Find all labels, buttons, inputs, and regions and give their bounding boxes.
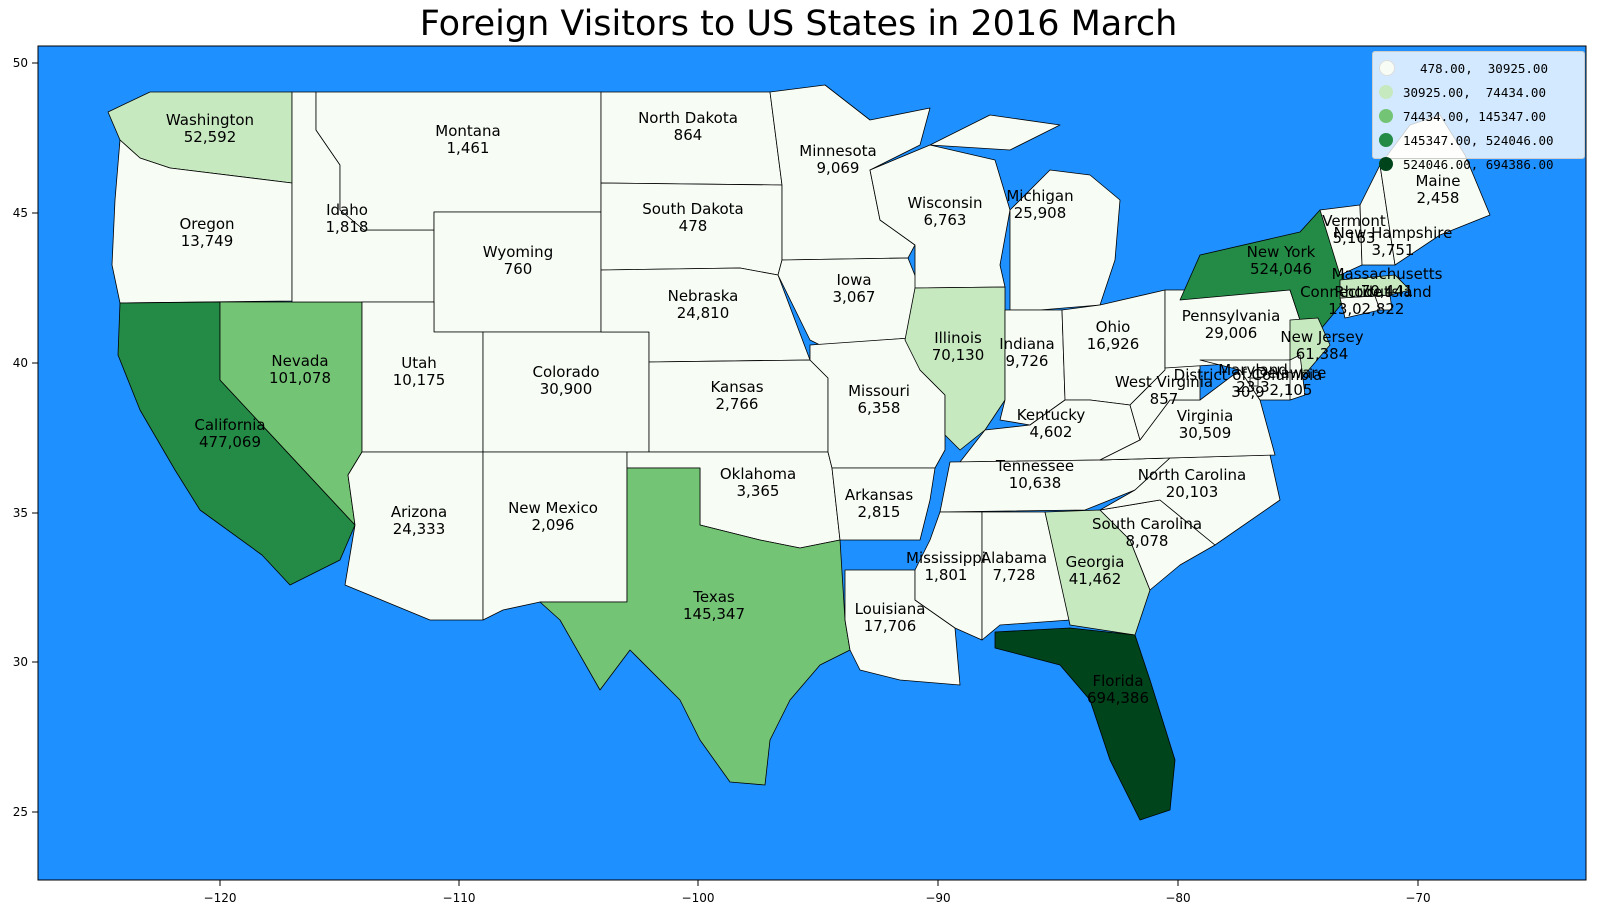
state-label-delaware: Delaware 2,105 bbox=[1256, 364, 1327, 399]
state-delaware bbox=[1289, 354, 1306, 401]
state-label-new-york: New York 524,046 bbox=[1247, 243, 1316, 278]
map-title: Foreign Visitors to US States in 2016 Ma… bbox=[419, 4, 1178, 44]
state-label-north-dakota: North Dakota 864 bbox=[638, 109, 738, 144]
legend-swatch bbox=[1379, 109, 1393, 123]
state-label-texas: Texas 145,347 bbox=[683, 588, 745, 623]
state-label-alabama: Alabama 7,728 bbox=[981, 549, 1047, 584]
y-tick-label: 35 bbox=[13, 506, 28, 520]
x-tick-label: −110 bbox=[443, 891, 476, 905]
state-label-missouri: Missouri 6,358 bbox=[848, 382, 910, 417]
y-tick-label: 40 bbox=[13, 356, 28, 370]
state-label-vermont: Vermont 5,163 bbox=[1322, 212, 1386, 247]
state-label-idaho: Idaho 1,818 bbox=[326, 201, 369, 236]
legend-swatch bbox=[1379, 60, 1395, 76]
state-florida bbox=[994, 627, 1176, 821]
state-label-oregon: Oregon 13,749 bbox=[179, 215, 234, 250]
y-tick-label: 45 bbox=[13, 206, 28, 220]
state-wisconsin bbox=[869, 144, 1011, 289]
state-label-massachusetts: Massachusetts 70,441 bbox=[1332, 265, 1443, 300]
state-new-mexico bbox=[482, 451, 628, 621]
legend-label: 524046.00, 694386.00 bbox=[1403, 156, 1554, 172]
legend-swatch bbox=[1379, 85, 1393, 99]
legend-entry: 145347.00, 524046.00 bbox=[1379, 128, 1578, 152]
state-label-rhode-island: Rhode Island 2,822 bbox=[1334, 283, 1431, 318]
state-label-indiana: Indiana 9,726 bbox=[999, 335, 1055, 370]
axis-ticks-layer: −120 −110 −100 −90 −80 −70 50 45 40 35 30 25 bbox=[13, 56, 1431, 905]
state-label-tennessee: Tennessee 10,638 bbox=[995, 457, 1074, 492]
legend: 478.00, 30925.00 30925.00, 74434.00 74434.… bbox=[1372, 51, 1585, 172]
x-tick-label: −70 bbox=[1405, 891, 1430, 905]
legend-label: 478.00, 30925.00 bbox=[1405, 60, 1548, 76]
state-label-georgia: Georgia 41,462 bbox=[1066, 553, 1125, 588]
legend-entry: 524046.00, 694386.00 bbox=[1379, 152, 1578, 176]
state-alabama bbox=[981, 511, 1071, 641]
state-label-maryland: Maryland 23,3 bbox=[1218, 361, 1288, 396]
x-tick-label: −100 bbox=[682, 891, 715, 905]
legend-label: 145347.00, 524046.00 bbox=[1403, 132, 1554, 148]
state-label-louisiana: Louisiana 17,706 bbox=[855, 600, 926, 635]
state-label-minnesota: Minnesota 9,069 bbox=[799, 142, 876, 177]
state-label-wisconsin: Wisconsin 6,763 bbox=[908, 194, 983, 229]
state-label-iowa: Iowa 3,067 bbox=[833, 271, 876, 306]
state-label-washington: Washington 52,592 bbox=[166, 111, 254, 146]
state-label-wyoming: Wyoming 760 bbox=[483, 243, 553, 278]
state-label-nevada: Nevada 101,078 bbox=[269, 352, 331, 387]
state-label-montana: Montana 1,461 bbox=[435, 122, 500, 157]
y-tick-label: 25 bbox=[13, 805, 28, 819]
state-arkansas bbox=[831, 467, 936, 541]
state-label-arkansas: Arkansas 2,815 bbox=[845, 486, 914, 521]
legend-swatch bbox=[1379, 157, 1393, 171]
state-label-district-of-columbia: District of Columbia 30,9 bbox=[1174, 366, 1323, 401]
state-labels-layer: Washington 52,592 Oregon 13,749 California 47… bbox=[166, 109, 1461, 707]
legend-swatch bbox=[1379, 133, 1393, 147]
state-north-carolina bbox=[1099, 454, 1281, 546]
legend-label: 30925.00, 74434.00 bbox=[1403, 84, 1546, 100]
state-label-south-carolina: South Carolina 8,078 bbox=[1092, 515, 1202, 550]
state-label-ohio: Ohio 16,926 bbox=[1087, 318, 1140, 353]
state-label-west-virginia: West Virginia 857 bbox=[1115, 373, 1213, 408]
x-tick-label: −90 bbox=[925, 891, 950, 905]
state-label-oklahoma: Oklahoma 3,365 bbox=[720, 465, 796, 500]
state-label-colorado: Colorado 30,900 bbox=[532, 363, 599, 398]
state-label-mississippi: Mississippi 1,801 bbox=[906, 549, 986, 584]
state-label-pennsylvania: Pennsylvania 29,006 bbox=[1182, 307, 1281, 342]
state-label-florida: Florida 694,386 bbox=[1087, 672, 1149, 707]
state-label-michigan: Michigan 25,908 bbox=[1006, 187, 1073, 222]
y-tick-label: 30 bbox=[13, 655, 28, 669]
state-label-nebraska: Nebraska 24,810 bbox=[668, 287, 739, 322]
state-district-of-columbia bbox=[1249, 377, 1259, 387]
state-label-new-jersey: New Jersey 61,384 bbox=[1280, 328, 1363, 363]
state-texas bbox=[539, 467, 851, 786]
legend-entry: 74434.00, 145347.00 bbox=[1379, 104, 1578, 128]
y-tick-label: 50 bbox=[13, 56, 28, 70]
state-label-connecticut: Connecticut 13,0 bbox=[1300, 283, 1390, 318]
state-label-california: California 477,069 bbox=[194, 416, 265, 451]
state-label-arizona: Arizona 24,333 bbox=[391, 503, 447, 538]
state-label-kansas: Kansas 2,766 bbox=[710, 378, 763, 413]
legend-entry: 30925.00, 74434.00 bbox=[1379, 80, 1578, 104]
x-tick-label: −120 bbox=[204, 891, 237, 905]
states-layer bbox=[107, 84, 1491, 821]
state-label-south-dakota: South Dakota 478 bbox=[642, 200, 744, 235]
state-label-utah: Utah 10,175 bbox=[393, 354, 446, 389]
state-massachusetts bbox=[1339, 274, 1411, 299]
state-label-new-hampshire: New Hampshire 3,751 bbox=[1334, 224, 1453, 259]
state-label-maine: Maine 2,458 bbox=[1415, 172, 1460, 207]
state-label-new-mexico: New Mexico 2,096 bbox=[508, 499, 598, 534]
state-label-virginia: Virginia 30,509 bbox=[1177, 407, 1234, 442]
x-tick-label: −80 bbox=[1165, 891, 1190, 905]
state-label-kentucky: Kentucky 4,602 bbox=[1017, 406, 1086, 441]
state-label-illinois: Illinois 70,130 bbox=[932, 329, 985, 364]
state-label-north-carolina: North Carolina 20,103 bbox=[1138, 466, 1246, 501]
legend-entry: 478.00, 30925.00 bbox=[1379, 56, 1578, 80]
legend-label: 74434.00, 145347.00 bbox=[1403, 108, 1546, 124]
